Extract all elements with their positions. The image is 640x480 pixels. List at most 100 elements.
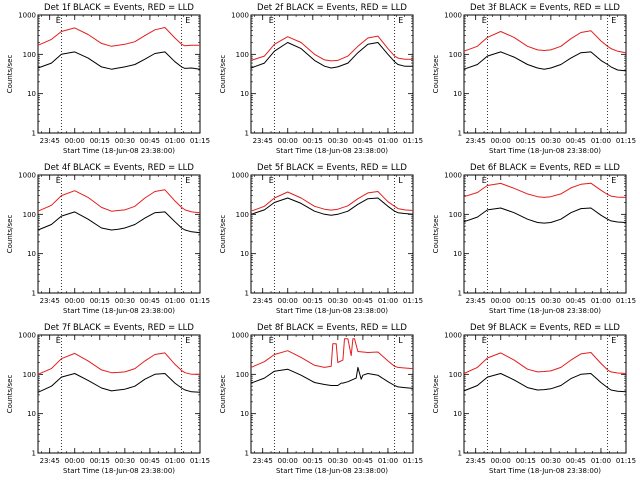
- x-tick-label: 01:15: [403, 457, 423, 465]
- panel-title: Det 2f BLACK = Events, RED = LLD: [257, 3, 407, 13]
- x-tick-label: 00:45: [566, 137, 586, 145]
- x-tick-label: 00:30: [115, 297, 135, 305]
- y-tick-label: 1000: [18, 12, 36, 20]
- event-marker-label: E: [482, 176, 487, 185]
- x-tick-label: 00:00: [65, 137, 85, 145]
- lld-series-line: [37, 189, 201, 214]
- x-tick-label: 00:30: [115, 137, 135, 145]
- panel-title: Det 7f BLACK = Events, RED = LLD: [44, 323, 194, 333]
- x-axis-label: Start Time (18-Jun-08 23:38:00): [276, 147, 388, 155]
- x-tick-label: 00:45: [566, 457, 586, 465]
- x-tick-label: 00:00: [65, 457, 85, 465]
- x-tick-label: 00:00: [491, 297, 511, 305]
- y-axis-label: Counts/sec: [432, 55, 440, 94]
- x-axis-label: Start Time (18-Jun-08 23:38:00): [63, 307, 175, 315]
- y-tick-label: 100: [449, 211, 462, 219]
- y-tick-label: 100: [449, 371, 462, 379]
- event-marker-label: E: [482, 16, 487, 25]
- x-tick-label: 01:00: [591, 457, 611, 465]
- x-tick-label: 01:00: [165, 457, 185, 465]
- x-tick-label: 00:00: [278, 457, 298, 465]
- event-marker-label: L: [398, 336, 403, 345]
- y-tick-label: 10: [453, 410, 462, 418]
- event-marker-label: E: [56, 176, 61, 185]
- y-tick-label: 10: [27, 250, 36, 258]
- x-axis-label: Start Time (18-Jun-08 23:38:00): [63, 147, 175, 155]
- x-tick-label: 00:15: [303, 137, 323, 145]
- event-marker-label: E: [269, 336, 274, 345]
- event-marker-label: E: [482, 336, 487, 345]
- y-tick-label: 100: [23, 51, 36, 59]
- panel-title: Det 8f BLACK = Events, RED = LLD: [257, 323, 407, 333]
- lld-series-line: [250, 35, 413, 62]
- y-tick-label: 10: [27, 90, 36, 98]
- y-tick-label: 1000: [444, 12, 462, 20]
- y-axis-label: Counts/sec: [219, 215, 227, 254]
- x-tick-label: 23:45: [253, 297, 273, 305]
- panel-det-5: Det 5f BLACK = Events, RED = LLD Counts/s…: [219, 163, 423, 315]
- lld-series-line: [250, 338, 414, 370]
- y-tick-label: 1000: [444, 172, 462, 180]
- x-tick-label: 23:45: [466, 297, 486, 305]
- y-tick-label: 10: [240, 410, 249, 418]
- y-tick-label: 100: [236, 51, 249, 59]
- panel-det-1: Det 1f BLACK = Events, RED = LLD Counts/s…: [6, 3, 210, 155]
- lld-series-line: [37, 27, 200, 47]
- lld-series-line: [463, 30, 627, 54]
- x-tick-label: 01:00: [378, 297, 398, 305]
- events-series-line: [37, 373, 201, 393]
- x-tick-label: 23:45: [253, 137, 273, 145]
- x-tick-label: 23:45: [253, 457, 273, 465]
- x-tick-label: 23:45: [466, 137, 486, 145]
- plot-frame: [463, 174, 627, 294]
- x-tick-label: 00:45: [140, 297, 160, 305]
- y-tick-label: 1000: [231, 12, 249, 20]
- x-tick-label: 01:00: [378, 137, 398, 145]
- x-tick-label: 00:30: [328, 137, 348, 145]
- event-marker-label: E: [185, 16, 190, 25]
- panel-title: Det 5f BLACK = Events, RED = LLD: [257, 163, 407, 173]
- x-axis-label: Start Time (18-Jun-08 23:38:00): [489, 147, 601, 155]
- y-tick-label: 100: [23, 211, 36, 219]
- y-tick-label: 100: [236, 371, 249, 379]
- y-tick-label: 1000: [231, 172, 249, 180]
- y-tick-label: 1: [32, 450, 36, 458]
- x-tick-label: 00:00: [278, 137, 298, 145]
- panel-det-8: Det 8f BLACK = Events, RED = LLD Counts/s…: [219, 323, 423, 475]
- event-marker-label: E: [56, 16, 61, 25]
- x-tick-label: 00:15: [516, 457, 536, 465]
- event-marker-label: E: [611, 336, 616, 345]
- plot-frame: [37, 174, 201, 294]
- x-tick-label: 00:00: [491, 457, 511, 465]
- y-tick-label: 1: [32, 290, 36, 298]
- x-tick-label: 00:45: [353, 457, 373, 465]
- panel-title: Det 1f BLACK = Events, RED = LLD: [44, 3, 194, 13]
- x-axis-label: Start Time (18-Jun-08 23:38:00): [276, 467, 388, 475]
- y-axis-label: Counts/sec: [219, 375, 227, 414]
- y-tick-label: 10: [240, 250, 249, 258]
- event-marker-label: E: [269, 16, 274, 25]
- panel-det-9: Det 9f BLACK = Events, RED = LLD Counts/s…: [432, 323, 636, 475]
- event-marker-label: E: [398, 16, 403, 25]
- events-series-line: [250, 42, 413, 69]
- y-tick-label: 1: [32, 130, 36, 138]
- x-tick-label: 00:45: [566, 297, 586, 305]
- y-tick-label: 100: [449, 51, 462, 59]
- y-axis-label: Counts/sec: [6, 55, 14, 94]
- panel-det-4: Det 4f BLACK = Events, RED = LLD Counts/s…: [6, 163, 210, 315]
- panel-title: Det 6f BLACK = Events, RED = LLD: [470, 163, 620, 173]
- x-tick-label: 00:00: [278, 297, 298, 305]
- events-series-line: [250, 366, 414, 389]
- plot-frame: [37, 334, 201, 454]
- x-tick-label: 00:30: [115, 457, 135, 465]
- x-tick-label: 01:00: [165, 297, 185, 305]
- y-axis-label: Counts/sec: [6, 215, 14, 254]
- events-series-line: [463, 51, 627, 72]
- event-marker-label: E: [56, 336, 61, 345]
- x-tick-label: 00:00: [65, 297, 85, 305]
- event-marker-label: E: [185, 336, 190, 345]
- panel-det-6: Det 6f BLACK = Events, RED = LLD Counts/s…: [432, 163, 636, 315]
- plot-frame: [37, 14, 201, 134]
- x-tick-label: 23:45: [40, 137, 60, 145]
- x-tick-label: 00:15: [303, 297, 323, 305]
